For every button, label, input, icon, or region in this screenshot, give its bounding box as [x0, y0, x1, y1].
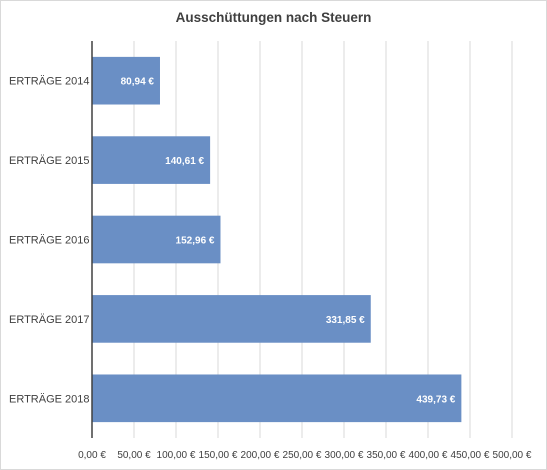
x-tick-label: 150,00 €: [199, 450, 238, 461]
chart-title: Ausschüttungen nach Steuern: [175, 10, 372, 25]
data-label: 80,94 €: [121, 77, 155, 88]
x-tick-label: 0,00 €: [78, 450, 106, 461]
bar: [92, 215, 221, 264]
category-label: ERTRÄGE 2018: [9, 393, 90, 405]
x-tick-label: 450,00 €: [451, 450, 490, 461]
data-label: 439,73 €: [416, 394, 455, 405]
x-tick-label: 400,00 €: [409, 450, 448, 461]
bars: 80,94 € 140,61 € 152,96 € 331,85 € 439,73 €: [92, 56, 462, 423]
x-tick-label: 200,00 €: [241, 450, 280, 461]
category-label: ERTRÄGE 2017: [9, 314, 90, 326]
x-tick-label: 100,00 €: [157, 450, 196, 461]
data-label: 152,96 €: [176, 236, 215, 247]
data-label: 331,85 €: [326, 315, 365, 326]
data-label: 140,61 €: [165, 156, 204, 167]
x-tick-label: 500,00 €: [493, 450, 532, 461]
bar: [92, 136, 211, 184]
category-label: ERTRÄGE 2016: [9, 235, 90, 247]
bar: [92, 295, 371, 343]
x-tick-label: 50,00 €: [117, 450, 151, 461]
axes: 0,00 € 50,00 € 100,00 €150,00 €200,00 €250…: [9, 41, 532, 461]
category-label: ERTRÄGE 2014: [9, 76, 90, 88]
x-tick-label: 350,00 €: [367, 450, 406, 461]
bar: [92, 374, 462, 423]
category-label: ERTRÄGE 2015: [9, 155, 90, 167]
x-tick-label: 300,00 €: [325, 450, 364, 461]
bar: [92, 56, 160, 105]
x-tick-label: 250,00 €: [283, 450, 322, 461]
